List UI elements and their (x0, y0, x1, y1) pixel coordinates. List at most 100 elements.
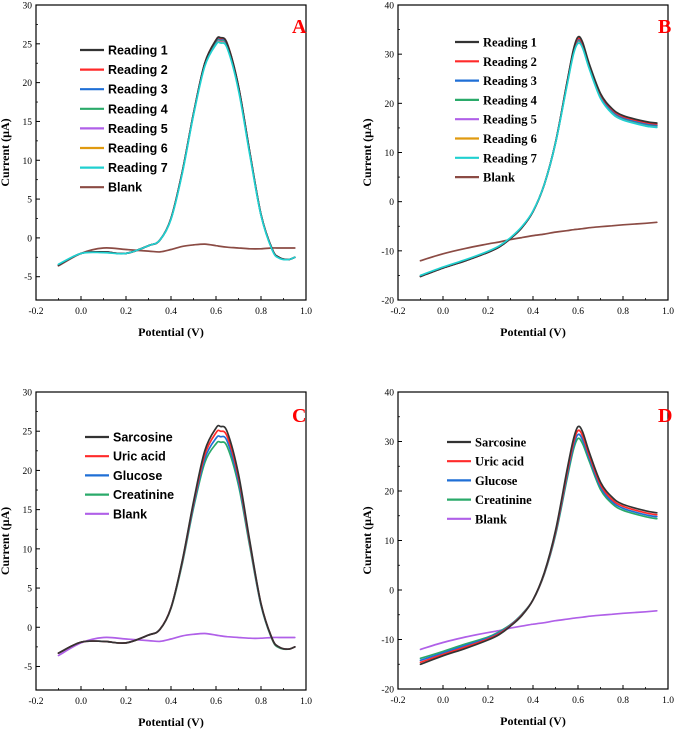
x-tick-label: 1.0 (662, 696, 674, 706)
series-line-glucose (419, 433, 658, 662)
x-axis-label: Potential (V) (138, 325, 204, 339)
panel-a-y-tick-labels: -5 0 5 10 15 20 25 30 (23, 2, 33, 284)
y-tick-label: 10 (385, 149, 395, 159)
panel-c-y-tick-labels: -5 0 5 10 15 20 25 30 (23, 389, 33, 673)
series-line-blank (419, 609, 658, 651)
series-line-reading-4 (57, 38, 296, 266)
series-line-uric-acid (419, 429, 658, 664)
y-tick-label: -10 (381, 636, 394, 646)
legend-entry-label: Reading 2 (108, 63, 168, 77)
x-tick-label: 0.4 (165, 697, 177, 707)
x-tick-label: 0.0 (437, 307, 449, 317)
y-tick-label: -5 (24, 663, 32, 673)
y-tick-label: 0 (27, 624, 32, 634)
y-tick-label: -20 (381, 686, 394, 696)
panel-c: -0.2 0.0 0.2 0.4 0.6 0.8 1.0 -5 0 5 10 1… (0, 389, 312, 730)
y-tick-label: 40 (385, 2, 395, 12)
legend-entry-label: Reading 1 (108, 44, 168, 58)
legend-entry-label: Reading 7 (108, 161, 168, 175)
x-tick-label: 0.2 (482, 307, 494, 317)
x-axis-label: Potential (V) (500, 714, 566, 728)
y-tick-label: 30 (23, 389, 33, 399)
y-tick-label: 30 (23, 2, 33, 12)
series-line-reading-3 (57, 37, 296, 266)
series-line-blank (419, 221, 658, 262)
series-line-reading-1 (419, 35, 658, 278)
x-tick-label: 1.0 (300, 697, 312, 707)
x-tick-label: 0.6 (572, 696, 584, 706)
legend-entry-label: Reading 4 (108, 102, 168, 116)
y-tick-label: 30 (385, 51, 395, 61)
panel-d-ticks (397, 391, 669, 690)
y-tick-label: 25 (23, 428, 33, 438)
x-tick-label: 0.8 (617, 696, 629, 706)
series-line-sarcosine (57, 424, 296, 654)
x-tick-label: 0.2 (120, 307, 132, 317)
y-tick-label: -10 (381, 247, 394, 257)
x-tick-label: -0.2 (390, 696, 405, 706)
series-line-reading-5 (57, 38, 296, 266)
x-tick-label: 0.8 (255, 697, 267, 707)
x-tick-label: 0.6 (210, 307, 222, 317)
x-tick-label: -0.2 (28, 697, 43, 707)
panel-b-y-tick-labels: -20 -10 0 10 20 30 40 (381, 2, 394, 307)
x-tick-label: 0.4 (527, 696, 539, 706)
legend-entry-label: Blank (113, 507, 147, 521)
x-tick-label: -0.2 (28, 307, 43, 317)
legend-entry-label: Reading 6 (108, 142, 168, 156)
series-line-sarcosine (419, 425, 658, 666)
panel-d-x-tick-labels: -0.2 0.0 0.2 0.4 0.6 0.8 1.0 (390, 696, 674, 706)
y-axis-label: Current (µA) (360, 506, 374, 574)
legend-entry-label: Reading 2 (483, 55, 537, 69)
legend-entry-label: Reading 3 (483, 74, 537, 88)
y-tick-label: 0 (27, 234, 32, 244)
panel-label: A (292, 16, 307, 38)
panel-c-ticks (35, 391, 307, 690)
panel-a-curves (57, 36, 296, 267)
panel-label: C (292, 405, 306, 427)
legend-entry-label: Reading 5 (108, 122, 168, 136)
panel-d-y-tick-labels: -20 -10 0 10 20 30 40 (381, 389, 394, 696)
y-tick-label: 15 (23, 506, 33, 516)
x-tick-label: 0.2 (482, 696, 494, 706)
y-axis-label: Current (µA) (0, 118, 12, 186)
panel-d-legend: Sarcosine Uric acid Glucose Creatinine B… (447, 436, 532, 526)
y-tick-label: 0 (389, 198, 394, 208)
y-tick-label: 10 (385, 537, 395, 547)
legend-entry-label: Glucose (475, 474, 518, 488)
x-axis-label: Potential (V) (500, 325, 566, 339)
panel-a-ticks (35, 4, 307, 300)
panel-c-x-tick-labels: -0.2 0.0 0.2 0.4 0.6 0.8 1.0 (28, 697, 312, 707)
y-tick-label: 20 (385, 100, 395, 110)
legend-entry-label: Uric acid (113, 450, 166, 464)
series-line-blank (57, 632, 296, 657)
x-tick-label: 0.0 (437, 696, 449, 706)
legend-entry-label: Blank (475, 512, 507, 526)
y-tick-label: 20 (23, 467, 33, 477)
series-line-creatinine (419, 437, 658, 660)
panel-a-x-tick-labels: -0.2 0.0 0.2 0.4 0.6 0.8 1.0 (28, 307, 312, 317)
legend-entry-label: Blank (108, 181, 142, 195)
panel-d-curves (419, 425, 658, 666)
legend-entry-label: Sarcosine (113, 431, 173, 445)
legend-entry-label: Reading 4 (483, 93, 538, 107)
y-tick-label: 5 (27, 585, 32, 595)
legend-entry-label: Sarcosine (475, 436, 527, 450)
legend-entry-label: Creatinine (113, 488, 174, 502)
x-tick-label: 0.6 (210, 697, 222, 707)
x-axis-label: Potential (V) (138, 715, 204, 729)
x-tick-label: 0.8 (617, 307, 629, 317)
panel-b-ticks (397, 4, 669, 301)
panel-b-legend: Reading 1 Reading 2 Reading 3 Reading 4 … (455, 36, 538, 185)
legend-entry-label: Reading 1 (483, 36, 537, 50)
y-tick-label: 20 (23, 79, 33, 89)
y-tick-label: 25 (23, 40, 33, 50)
panel-c-curves (57, 424, 296, 657)
series-line-uric-acid (57, 429, 296, 654)
panel-c-legend: Sarcosine Uric acid Glucose Creatinine B… (85, 431, 174, 521)
x-tick-label: 0.8 (255, 307, 267, 317)
series-line-reading-1 (57, 36, 296, 266)
series-line-reading-7 (419, 42, 658, 277)
legend-entry-label: Uric acid (475, 455, 524, 469)
y-tick-label: 5 (27, 196, 32, 206)
